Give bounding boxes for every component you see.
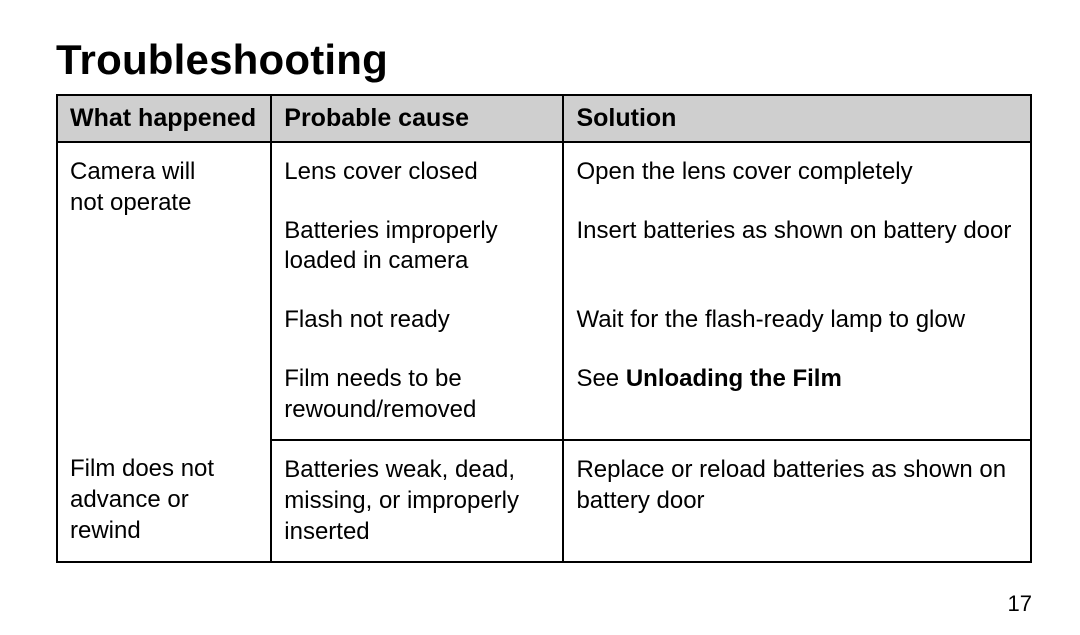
troubleshooting-table: What happened Probable cause Solution Ca… <box>56 94 1032 563</box>
cell-cause: Flash not ready <box>271 291 563 350</box>
section-title: Troubleshooting <box>56 36 1032 84</box>
cell-cause: Batteries improperly loaded in camera <box>271 202 563 291</box>
th-solution: Solution <box>563 95 1031 142</box>
cell-what: Camera will not operate <box>57 142 271 440</box>
cell-solution: Wait for the flash-ready lamp to glow <box>563 291 1031 350</box>
table-row: Camera will not operate Lens cover close… <box>57 142 1031 202</box>
cell-solution: Replace or reload batteries as shown on … <box>563 440 1031 562</box>
th-cause: Probable cause <box>271 95 563 142</box>
cell-solution-prefix: See <box>576 365 625 392</box>
table-row: Film does not advance or rewind Batterie… <box>57 440 1031 562</box>
cell-solution: Open the lens cover completely <box>563 142 1031 202</box>
cell-solution-bold: Unloading the Film <box>626 365 842 392</box>
cell-solution: See Unloading the Film <box>563 350 1031 440</box>
cell-solution: Insert batteries as shown on battery doo… <box>563 202 1031 291</box>
page-number: 17 <box>1008 591 1032 617</box>
cell-cause: Film needs to be rewound/removed <box>271 350 563 440</box>
cell-what: Film does not advance or rewind <box>57 440 271 562</box>
table-header-row: What happened Probable cause Solution <box>57 95 1031 142</box>
manual-page: Troubleshooting What happened Probable c… <box>0 0 1080 635</box>
cell-cause: Batteries weak, dead, missing, or improp… <box>271 440 563 562</box>
cell-cause: Lens cover closed <box>271 142 563 202</box>
th-what: What happened <box>57 95 271 142</box>
